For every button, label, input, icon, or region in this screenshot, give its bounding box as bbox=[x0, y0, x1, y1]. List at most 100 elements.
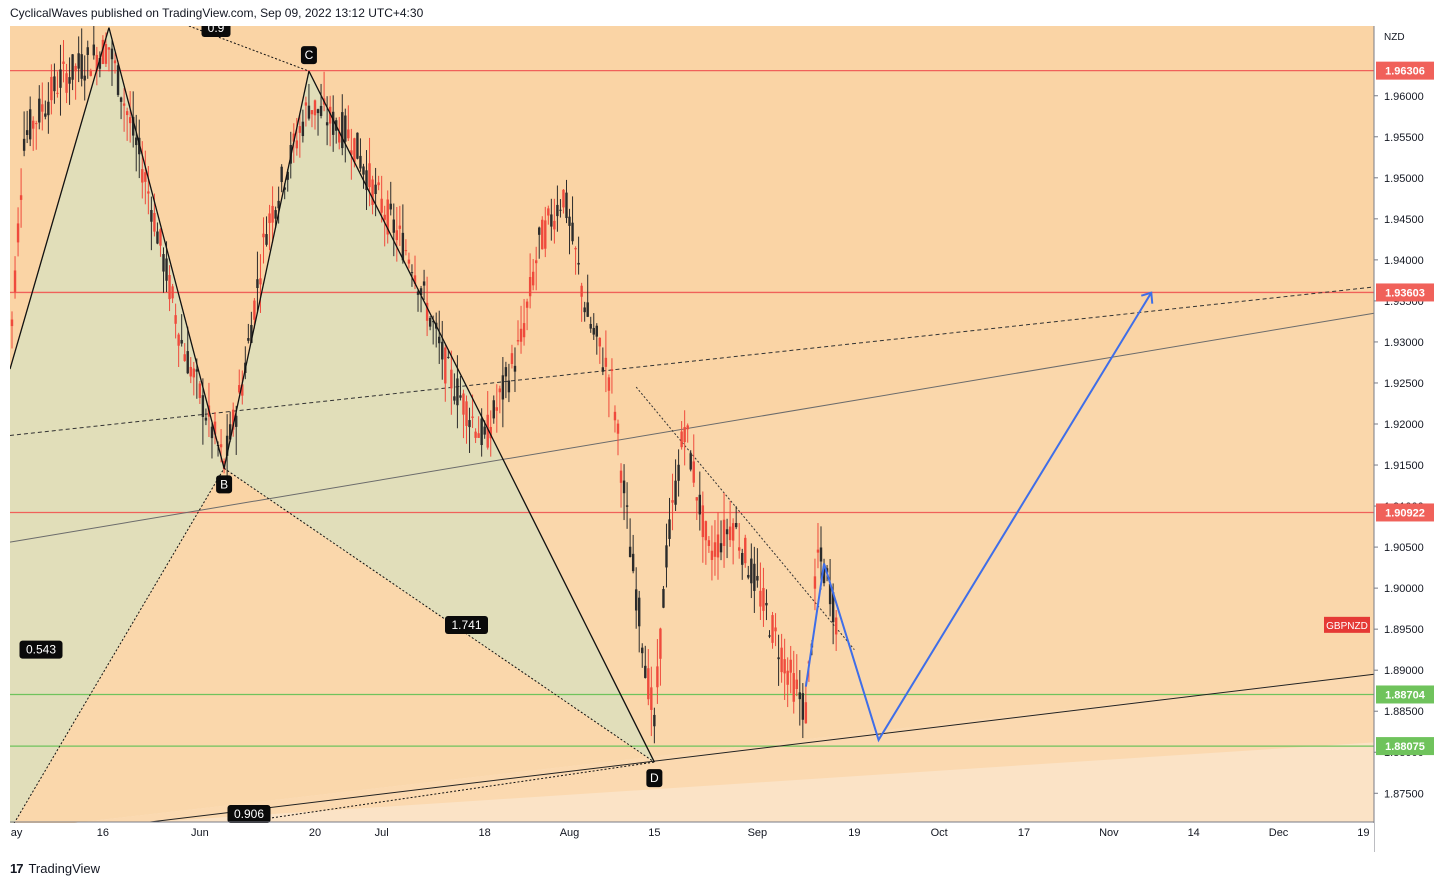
candle-body bbox=[353, 138, 356, 163]
dashed-trendline[interactable] bbox=[9, 286, 1375, 436]
candle-body bbox=[622, 480, 626, 494]
candle-body bbox=[719, 543, 723, 553]
candle-body bbox=[716, 534, 720, 558]
candle-body bbox=[16, 223, 20, 243]
candle-body bbox=[247, 338, 250, 341]
candle-body bbox=[201, 395, 205, 417]
candle-body bbox=[165, 258, 168, 281]
pattern-ratio-line-xd[interactable] bbox=[264, 761, 655, 820]
candle-body bbox=[495, 407, 498, 411]
candle-body bbox=[713, 542, 717, 557]
price-level-tag-label: 1.88075 bbox=[1385, 741, 1425, 753]
projection-path[interactable] bbox=[804, 292, 1153, 743]
candle-body bbox=[195, 369, 199, 372]
candle-body bbox=[416, 291, 420, 295]
y-tick-label: 1.90500 bbox=[1384, 542, 1424, 554]
price-level-tag-label: 1.88704 bbox=[1385, 689, 1426, 701]
candle-body bbox=[653, 714, 656, 727]
y-tick-label: 1.89000 bbox=[1384, 665, 1424, 677]
pattern-leg-cd[interactable] bbox=[308, 70, 655, 763]
pattern-point-c: C bbox=[305, 48, 314, 62]
candle-body bbox=[701, 505, 705, 538]
middle-zone bbox=[10, 313, 1374, 831]
candle-body bbox=[677, 464, 680, 481]
pattern-leg-xa[interactable] bbox=[9, 27, 110, 370]
price-level-tag-label: 1.96306 bbox=[1385, 66, 1425, 78]
candle-body bbox=[325, 122, 329, 126]
x-tick-label: 17 bbox=[1018, 827, 1030, 839]
price-level-tag[interactable] bbox=[1376, 283, 1434, 302]
tradingview-brand: TradingView bbox=[28, 860, 101, 876]
candle-body bbox=[186, 351, 189, 374]
candle-body bbox=[350, 150, 353, 155]
y-tick-label: 1.87500 bbox=[1384, 788, 1424, 800]
candle-body bbox=[516, 340, 520, 342]
candle-body bbox=[477, 433, 480, 438]
candle-body bbox=[728, 526, 732, 541]
y-tick-label: 1.93000 bbox=[1384, 337, 1424, 349]
candle-body bbox=[256, 279, 259, 289]
candle-body bbox=[235, 415, 238, 427]
candle-body bbox=[795, 679, 798, 690]
x-tick-label: Oct bbox=[931, 827, 948, 839]
price-level-tag[interactable] bbox=[1376, 503, 1434, 522]
candle-body bbox=[368, 163, 371, 188]
candle-body bbox=[344, 115, 347, 142]
candle-body bbox=[513, 365, 517, 372]
candle-body bbox=[59, 69, 62, 88]
candle-body bbox=[480, 418, 483, 446]
candle-body bbox=[265, 234, 268, 245]
candle-body bbox=[89, 71, 92, 76]
candle-body bbox=[53, 76, 56, 92]
price-level-tag[interactable] bbox=[1376, 685, 1434, 704]
candle-body bbox=[750, 558, 753, 584]
x-tick-label: 16 bbox=[97, 827, 109, 839]
candle-body bbox=[19, 195, 23, 200]
support-trendline[interactable] bbox=[149, 673, 1375, 823]
publisher-caption: CyclicalWaves published on TradingView.c… bbox=[10, 6, 424, 20]
candle-body bbox=[768, 635, 771, 637]
candle-body bbox=[259, 278, 262, 285]
candle-body bbox=[177, 334, 180, 346]
candle-body bbox=[38, 98, 41, 123]
candle-body bbox=[547, 208, 550, 216]
candle-body bbox=[774, 627, 777, 632]
candle-body bbox=[35, 123, 38, 125]
candle-body bbox=[456, 378, 459, 406]
candle-body bbox=[228, 424, 232, 440]
candle-body bbox=[722, 519, 726, 546]
price-level-tag[interactable] bbox=[1376, 737, 1434, 756]
harmonic-xab-triangle bbox=[10, 27, 225, 831]
candle-body bbox=[804, 702, 808, 724]
candle-body bbox=[783, 659, 786, 674]
candle-body bbox=[468, 420, 471, 428]
price-chart[interactable]: B C D 0.9 0.543 1.741 0.906 NZD 1.96000 1.95500 1.… bbox=[0, 19, 1440, 856]
candle-body bbox=[538, 227, 541, 235]
y-tick-label: 1.92500 bbox=[1384, 378, 1424, 390]
upper-channel-trendline[interactable] bbox=[9, 312, 1375, 543]
candle-body bbox=[410, 272, 414, 274]
candle-body bbox=[331, 111, 335, 135]
price-level-tag[interactable] bbox=[1376, 61, 1434, 80]
chart-svg[interactable]: B C D 0.9 0.543 1.741 0.906 NZD 1.96000 1.95500 1.… bbox=[0, 19, 1440, 856]
footer-branding[interactable]: 17 TradingView bbox=[10, 858, 100, 878]
candle-body bbox=[280, 166, 283, 183]
candle-body bbox=[577, 262, 580, 265]
candle-body bbox=[189, 366, 192, 377]
candle-body bbox=[407, 259, 411, 264]
pattern-ratio-line-bd[interactable] bbox=[223, 467, 655, 763]
candle-body bbox=[271, 205, 274, 223]
candle-body bbox=[104, 43, 108, 64]
pattern-leg-ab[interactable] bbox=[108, 27, 225, 469]
symbol-badge[interactable] bbox=[1324, 616, 1370, 633]
x-tick-label: 14 bbox=[1188, 827, 1200, 839]
candle-body bbox=[507, 380, 511, 393]
currency-label: NZD bbox=[1384, 32, 1405, 43]
candle-body bbox=[756, 575, 759, 581]
candle-body bbox=[419, 288, 423, 295]
candle-body bbox=[250, 324, 253, 343]
pattern-leg-bc[interactable] bbox=[223, 70, 310, 469]
time-axis-bg bbox=[0, 823, 1374, 853]
ratio-label: 0.906 bbox=[234, 807, 264, 821]
price-level-tag-label: 1.90922 bbox=[1385, 507, 1425, 519]
